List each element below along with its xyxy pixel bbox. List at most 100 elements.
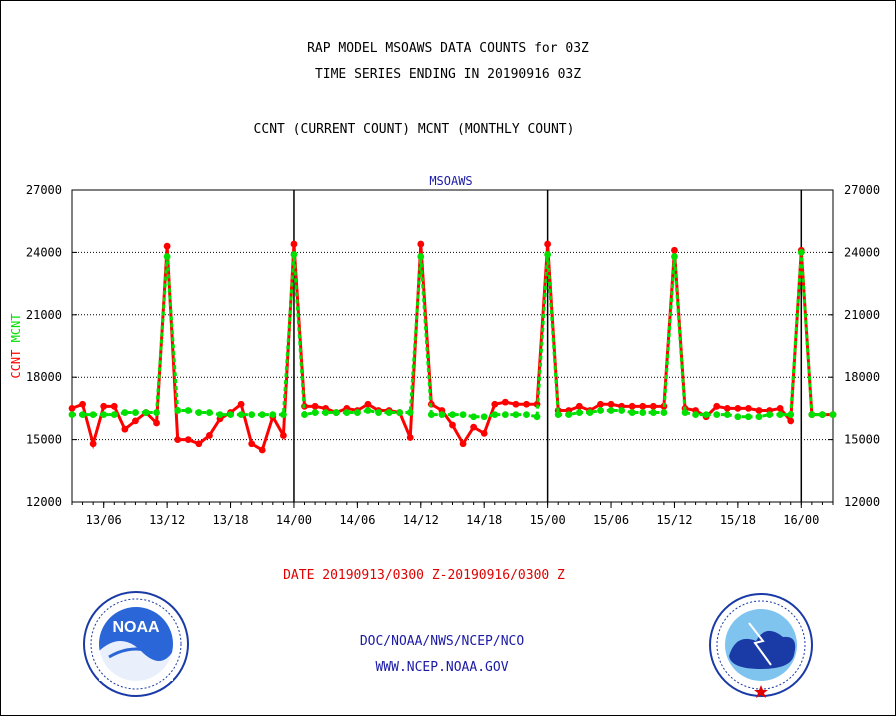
data-point-mcnt bbox=[258, 411, 266, 419]
data-point-mcnt bbox=[639, 409, 647, 416]
y-tick-label-left: 27000 bbox=[26, 183, 62, 197]
day-boundaries bbox=[293, 190, 803, 502]
x-tick-label: 15/18 bbox=[720, 513, 756, 527]
data-point-mcnt bbox=[597, 407, 604, 414]
data-point-mcnt bbox=[68, 411, 76, 419]
x-tick-label: 14/12 bbox=[403, 513, 439, 527]
nws-logo bbox=[709, 593, 813, 698]
data-point-mcnt bbox=[237, 411, 245, 419]
data-point-mcnt bbox=[766, 411, 773, 419]
data-point-mcnt bbox=[829, 411, 837, 419]
x-axis: 13/06 13/12 13/18 14/00 14/06 14/12 14/18 15/00… bbox=[71, 502, 834, 527]
data-point-ccnt bbox=[195, 440, 203, 448]
data-point-mcnt bbox=[797, 249, 805, 256]
y-axis-label: CCNT MCNT bbox=[9, 313, 23, 378]
data-point-ccnt bbox=[248, 440, 256, 448]
x-tick-label: 15/00 bbox=[530, 513, 566, 527]
data-point-ccnt bbox=[163, 242, 171, 250]
x-tick-label: 15/06 bbox=[593, 513, 629, 527]
data-point-mcnt bbox=[660, 409, 668, 416]
data-point-mcnt bbox=[565, 411, 573, 419]
data-point-ccnt bbox=[100, 402, 108, 410]
data-point-mcnt bbox=[417, 253, 425, 260]
data-point-ccnt bbox=[544, 240, 552, 248]
data-point-mcnt bbox=[755, 413, 763, 421]
data-point-mcnt bbox=[427, 411, 435, 419]
data-point-mcnt bbox=[153, 409, 160, 416]
y-tick-label-right: 18000 bbox=[844, 370, 880, 384]
data-point-ccnt bbox=[523, 400, 530, 408]
data-point-ccnt bbox=[723, 405, 731, 412]
data-point-mcnt bbox=[290, 251, 298, 258]
data-point-mcnt bbox=[607, 407, 615, 414]
data-point-mcnt bbox=[227, 411, 234, 419]
data-point-ccnt bbox=[89, 440, 97, 448]
noaa-logo: NOAA bbox=[83, 591, 189, 697]
data-point-mcnt bbox=[586, 409, 594, 416]
x-tick-label: 15/12 bbox=[656, 513, 692, 527]
data-point-mcnt bbox=[142, 409, 150, 416]
y-axis-label-ccnt: CCNT bbox=[9, 350, 23, 379]
data-point-ccnt bbox=[628, 402, 636, 410]
date-range: DATE 20190913/0300 Z-20190916/0300 Z bbox=[283, 568, 565, 583]
data-point-ccnt bbox=[279, 432, 287, 439]
data-point-ccnt bbox=[449, 421, 456, 429]
data-point-mcnt bbox=[618, 407, 626, 414]
data-point-mcnt bbox=[216, 411, 224, 419]
x-tick-label: 14/18 bbox=[466, 513, 502, 527]
y-tick-label-left: 21000 bbox=[26, 308, 62, 322]
series-ccnt bbox=[68, 240, 837, 454]
x-tick-label: 14/06 bbox=[339, 513, 375, 527]
data-point-ccnt bbox=[68, 405, 76, 412]
title-line-1: RAP MODEL MSOAWS DATA COUNTS for 03Z bbox=[307, 41, 589, 56]
data-point-ccnt bbox=[501, 398, 509, 406]
data-point-mcnt bbox=[311, 409, 319, 416]
data-point-mcnt bbox=[406, 409, 414, 416]
y-tick-label-right: 15000 bbox=[844, 433, 880, 447]
data-point-mcnt bbox=[121, 409, 129, 416]
y-tick-label-right: 21000 bbox=[844, 308, 880, 322]
x-tick-label: 13/12 bbox=[149, 513, 185, 527]
data-point-mcnt bbox=[628, 409, 636, 416]
data-point-ccnt bbox=[311, 402, 319, 410]
data-point-ccnt bbox=[110, 402, 118, 410]
data-point-mcnt bbox=[523, 411, 530, 419]
data-point-mcnt bbox=[163, 253, 171, 260]
data-point-mcnt bbox=[649, 409, 657, 416]
data-point-ccnt bbox=[470, 423, 478, 431]
title-line-2: TIME SERIES ENDING IN 20190916 03Z bbox=[315, 67, 581, 82]
data-point-mcnt bbox=[702, 411, 710, 419]
data-point-ccnt bbox=[607, 400, 615, 408]
data-point-mcnt bbox=[808, 411, 816, 419]
data-point-ccnt bbox=[755, 407, 763, 414]
title-line-3: CCNT (CURRENT COUNT) MCNT (MONTHLY COUNT… bbox=[254, 122, 575, 137]
data-point-mcnt bbox=[332, 409, 340, 416]
data-point-ccnt bbox=[184, 436, 192, 443]
data-point-mcnt bbox=[322, 409, 330, 416]
data-point-mcnt bbox=[713, 411, 721, 419]
data-point-ccnt bbox=[776, 405, 784, 412]
data-point-mcnt bbox=[501, 411, 509, 419]
data-point-mcnt bbox=[491, 411, 499, 419]
data-point-mcnt bbox=[512, 411, 520, 419]
data-point-ccnt bbox=[174, 436, 182, 443]
data-point-mcnt bbox=[692, 411, 699, 419]
data-point-mcnt bbox=[110, 411, 118, 419]
data-point-mcnt bbox=[681, 409, 689, 416]
series-line-ccnt bbox=[71, 243, 833, 453]
data-point-ccnt bbox=[121, 425, 129, 433]
data-point-mcnt bbox=[723, 411, 731, 419]
data-point-mcnt bbox=[375, 409, 382, 416]
data-point-mcnt bbox=[734, 413, 742, 421]
data-point-mcnt bbox=[132, 409, 139, 416]
footer-url: WWW.NCEP.NOAA.GOV bbox=[375, 660, 508, 675]
x-tick-label: 13/18 bbox=[212, 513, 248, 527]
y-tick-label-right: 12000 bbox=[844, 495, 880, 509]
data-point-mcnt bbox=[279, 411, 287, 419]
data-point-mcnt bbox=[269, 411, 277, 419]
data-point-ccnt bbox=[459, 440, 467, 448]
data-point-mcnt bbox=[89, 411, 97, 419]
data-point-mcnt bbox=[195, 409, 203, 416]
data-point-ccnt bbox=[79, 400, 86, 408]
